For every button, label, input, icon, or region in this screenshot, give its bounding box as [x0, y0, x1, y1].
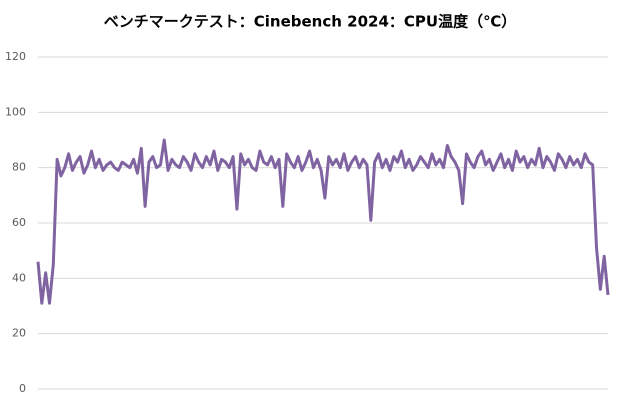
y-tick-label: 100 [5, 105, 26, 118]
data-line [36, 138, 610, 305]
y-tick-label: 80 [12, 161, 26, 174]
y-tick-label: 20 [12, 327, 26, 340]
y-tick-label: 40 [12, 271, 26, 284]
y-tick-label: 120 [5, 50, 26, 63]
y-tick-label: 0 [19, 382, 26, 395]
chart-title: ベンチマークテスト：Cinebench 2024：CPU温度（℃） [104, 13, 516, 31]
y-tick-label: 60 [12, 216, 26, 229]
